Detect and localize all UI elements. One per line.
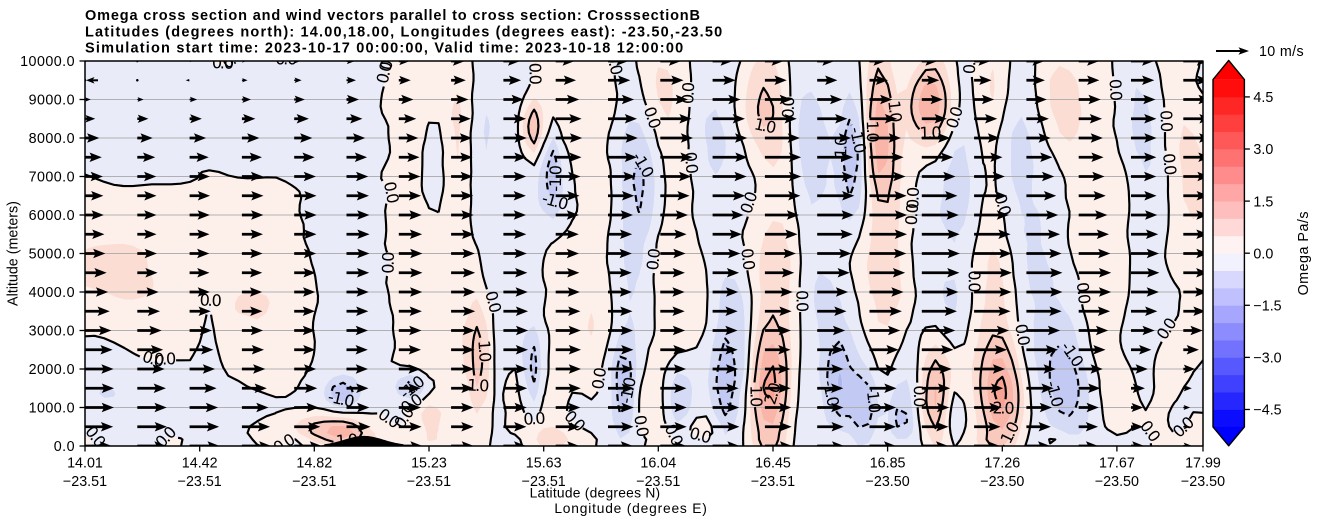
svg-text:16.04: 16.04 — [640, 456, 676, 472]
svg-text:7000.0: 7000.0 — [29, 170, 75, 186]
svg-text:9000.0: 9000.0 — [29, 93, 75, 109]
svg-text:10000.0: 10000.0 — [20, 54, 75, 70]
svg-text:−23.51: −23.51 — [407, 474, 451, 490]
svg-text:−23.50: −23.50 — [866, 474, 910, 490]
svg-text:15.63: 15.63 — [526, 456, 562, 472]
svg-text:Omega Pa/s: Omega Pa/s — [1296, 211, 1312, 295]
svg-text:17.99: 17.99 — [1185, 456, 1221, 472]
svg-text:−23.51: −23.51 — [751, 474, 795, 490]
svg-text:1.5: 1.5 — [1253, 194, 1273, 210]
svg-text:4.5: 4.5 — [1253, 90, 1273, 106]
svg-text:6000.0: 6000.0 — [29, 208, 75, 224]
svg-text:Altitude (meters): Altitude (meters) — [6, 201, 22, 306]
svg-text:3.0: 3.0 — [1253, 142, 1273, 158]
svg-text:0.0: 0.0 — [1253, 246, 1273, 262]
svg-text:2000.0: 2000.0 — [29, 362, 75, 378]
svg-text:4000.0: 4000.0 — [29, 285, 75, 301]
svg-text:−3.0: −3.0 — [1253, 351, 1281, 367]
svg-text:17.67: 17.67 — [1099, 456, 1135, 472]
svg-text:−23.50: −23.50 — [1095, 474, 1139, 490]
svg-text:14.01: 14.01 — [67, 456, 103, 472]
svg-text:16.85: 16.85 — [870, 456, 906, 472]
svg-text:Simulation start time: 2023-10: Simulation start time: 2023-10-17 00:00:… — [85, 40, 684, 56]
svg-text:−1.5: −1.5 — [1253, 298, 1281, 314]
svg-text:−23.51: −23.51 — [292, 474, 336, 490]
svg-text:0.0: 0.0 — [54, 439, 75, 455]
svg-text:−23.50: −23.50 — [980, 474, 1024, 490]
svg-text:Latitudes (degrees north): 14.: Latitudes (degrees north): 14.00,18.00, … — [85, 24, 723, 40]
svg-text:Omega cross section and wind v: Omega cross section and wind vectors par… — [85, 8, 701, 24]
svg-text:−23.51: −23.51 — [178, 474, 222, 490]
svg-text:1000.0: 1000.0 — [29, 401, 75, 417]
svg-text:16.45: 16.45 — [755, 456, 791, 472]
svg-text:14.42: 14.42 — [182, 456, 218, 472]
svg-text:−4.5: −4.5 — [1253, 403, 1281, 419]
svg-text:−23.51: −23.51 — [636, 474, 680, 490]
svg-text:17.26: 17.26 — [984, 456, 1020, 472]
svg-text:15.23: 15.23 — [411, 456, 447, 472]
svg-text:3000.0: 3000.0 — [29, 324, 75, 340]
svg-text:Latitude (degrees N): Latitude (degrees N) — [530, 485, 661, 500]
svg-text:10 m/s: 10 m/s — [1259, 44, 1304, 60]
svg-text:−23.50: −23.50 — [1181, 474, 1225, 490]
svg-text:14.82: 14.82 — [296, 456, 332, 472]
svg-text:5000.0: 5000.0 — [29, 247, 75, 263]
svg-text:−23.51: −23.51 — [63, 474, 107, 490]
svg-text:−23.51: −23.51 — [522, 474, 566, 490]
svg-text:Longitude (degrees E): Longitude (degrees E) — [554, 501, 707, 516]
svg-text:8000.0: 8000.0 — [29, 131, 75, 147]
